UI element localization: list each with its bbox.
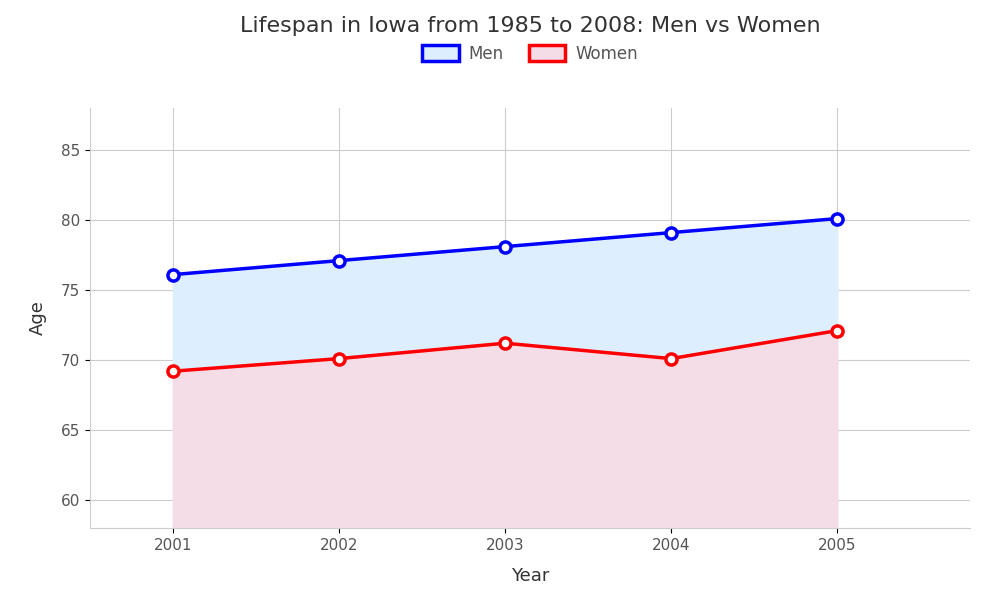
Title: Lifespan in Iowa from 1985 to 2008: Men vs Women: Lifespan in Iowa from 1985 to 2008: Men … xyxy=(240,16,820,35)
Y-axis label: Age: Age xyxy=(29,301,47,335)
X-axis label: Year: Year xyxy=(511,566,549,584)
Legend: Men, Women: Men, Women xyxy=(422,45,638,63)
